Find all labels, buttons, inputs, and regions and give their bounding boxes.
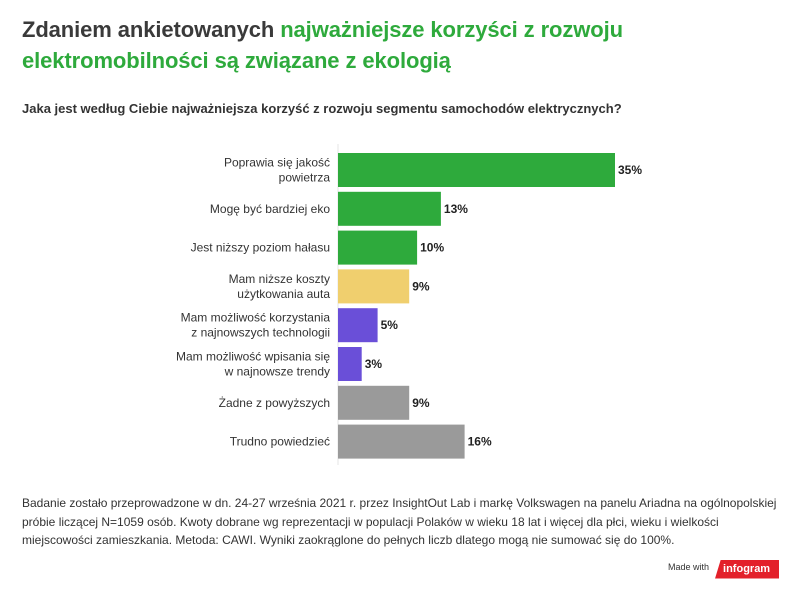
category-label-1: Mogę być bardziej eko <box>210 202 330 216</box>
category-label-4: Mam możliwość korzystania z najnowszych t… <box>181 311 331 340</box>
made-with-infogram[interactable]: Made with infogram <box>668 557 780 579</box>
bar-7 <box>338 424 465 459</box>
value-label-2: 10% <box>420 241 444 255</box>
category-label-5: Mam możliwość wpisania się w najnowsze tr… <box>176 350 330 379</box>
value-label-1: 13% <box>444 202 468 216</box>
value-label-6: 9% <box>412 396 430 410</box>
bar-0 <box>338 153 615 187</box>
value-label-7: 16% <box>468 435 492 449</box>
category-label-6: Żadne z powyższych <box>219 396 330 410</box>
bar-6 <box>338 385 410 420</box>
value-label-5: 3% <box>365 357 383 371</box>
chart-title: Zdaniem ankietowanych najważniejsze korz… <box>22 14 792 76</box>
value-label-0: 35% <box>618 163 642 177</box>
infogram-logo[interactable]: infogram <box>715 559 780 579</box>
bar-chart: Poprawia się jakość powietrza 35% Mogę być … <box>176 144 642 465</box>
bar-2 <box>338 230 418 265</box>
category-label-0: Poprawia się jakość powietrza <box>224 156 330 185</box>
footnote: Badanie zostało przeprowadzone w dn. 24-… <box>22 496 777 547</box>
bar-1 <box>338 191 441 226</box>
bar-5 <box>338 347 362 381</box>
category-label-7: Trudno powiedzieć <box>230 435 330 449</box>
bar-3 <box>338 269 410 304</box>
bar-4 <box>338 308 378 343</box>
survey-question: Jaka jest według Ciebie najważniejsza ko… <box>22 101 622 116</box>
title-lead: Zdaniem ankietowanych <box>22 17 281 42</box>
made-with-label: Made with <box>668 562 710 572</box>
title-highlight: najważniejsze korzyści z rozwoju elektro… <box>22 17 623 73</box>
value-label-4: 5% <box>381 318 399 332</box>
category-label-3: Mam niższe koszty użytkowania auta <box>229 272 331 301</box>
category-label-2: Jest niższy poziom hałasu <box>191 241 330 255</box>
value-label-3: 9% <box>412 279 430 293</box>
